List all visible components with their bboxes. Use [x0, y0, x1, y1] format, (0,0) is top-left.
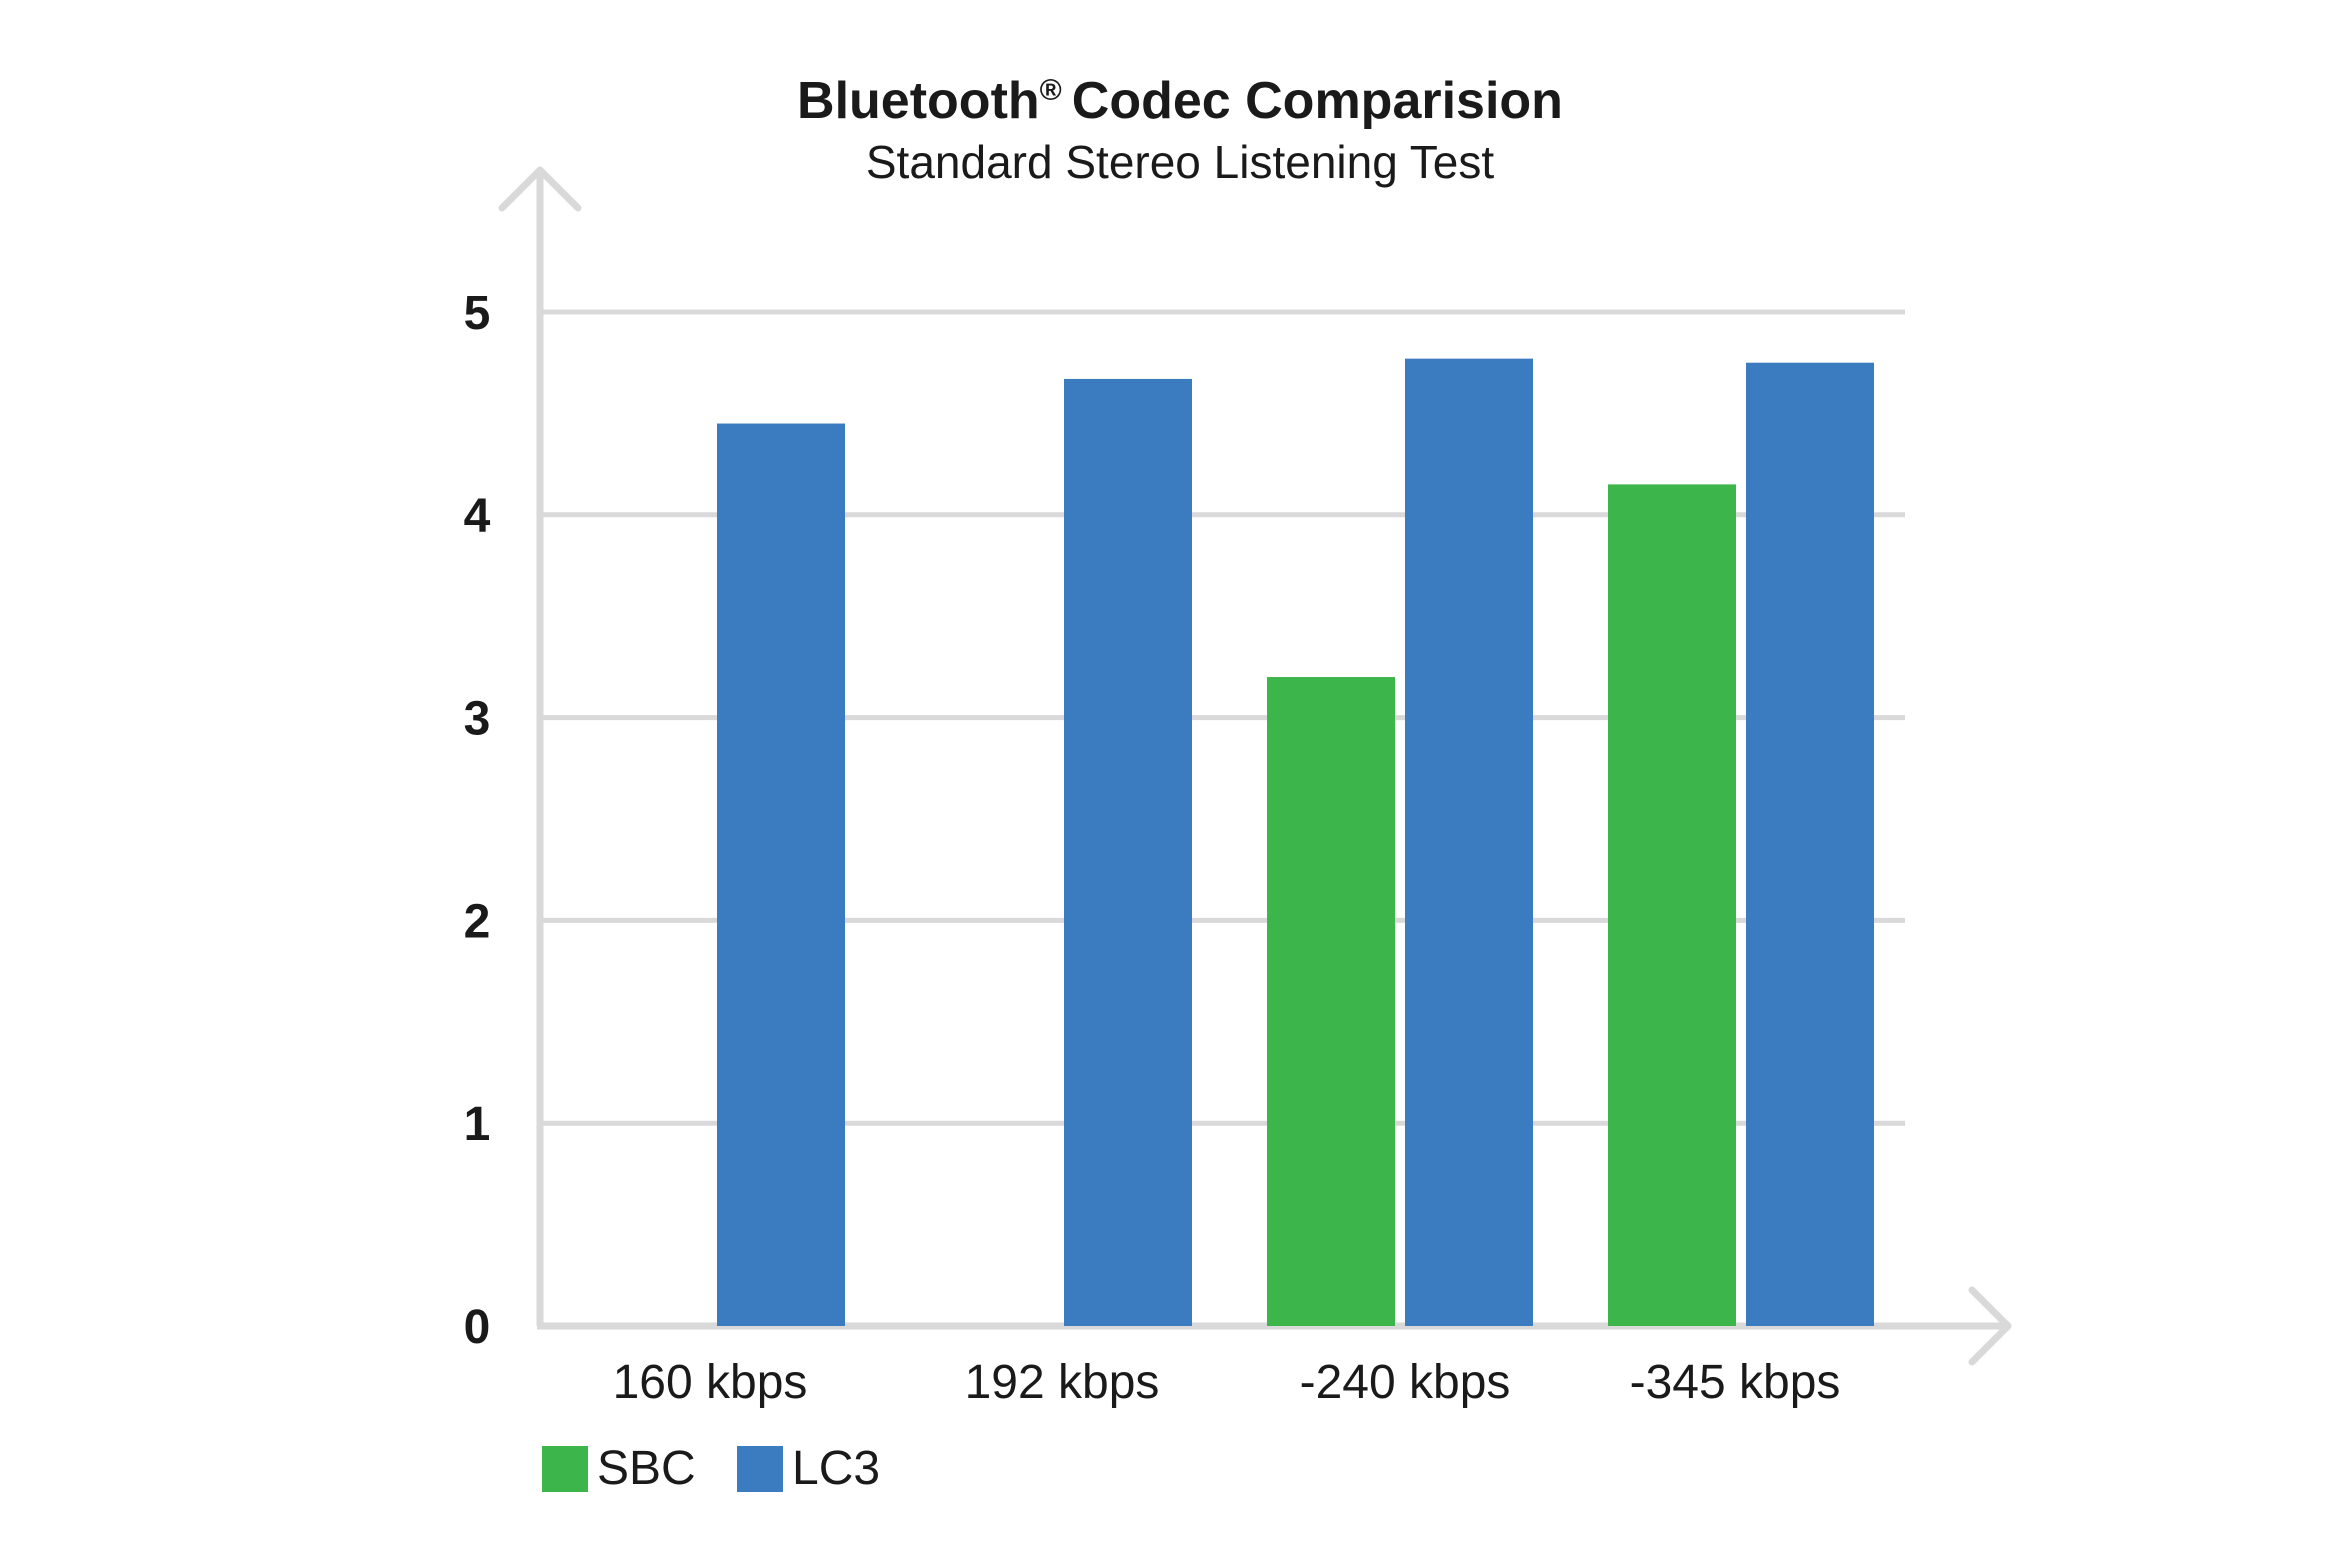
x-tick-labels: 160 kbps 192 kbps -240 kbps -345 kbps	[613, 1356, 1841, 1409]
bar-lc3-0	[717, 423, 845, 1326]
x-tick-label: -345 kbps	[1630, 1356, 1841, 1409]
bar-lc3-3	[1746, 362, 1874, 1326]
y-axis-arrow-icon	[498, 166, 582, 212]
registered-mark: ®	[1040, 74, 1062, 107]
legend-label-sbc: SBC	[597, 1442, 696, 1495]
y-tick-label: 4	[464, 490, 491, 543]
x-axis-arrow-icon	[1968, 1286, 2012, 1366]
x-tick-label: 192 kbps	[965, 1356, 1160, 1409]
legend-label-lc3: LC3	[792, 1442, 880, 1495]
y-tick-labels: 0 1 2 3 4 5	[464, 287, 491, 1354]
bar-sbc-3	[1608, 484, 1736, 1326]
legend-swatch-sbc	[542, 1446, 588, 1492]
chart-title-main: Bluetooth	[797, 72, 1040, 130]
y-tick-label: 5	[464, 287, 491, 340]
y-tick-label: 2	[464, 895, 491, 948]
bar-lc3-1	[1064, 378, 1192, 1326]
y-tick-label: 0	[464, 1301, 491, 1354]
bars	[717, 358, 1874, 1326]
chart-title-rest: Codec Comparision	[1072, 72, 1563, 130]
legend-swatch-lc3	[737, 1446, 783, 1492]
bar-lc3-2	[1405, 358, 1533, 1326]
y-axis	[498, 166, 582, 1326]
chart-subtitle: Standard Stereo Listening Test	[866, 136, 1494, 188]
x-tick-label: 160 kbps	[613, 1356, 808, 1409]
bar-sbc-2	[1267, 677, 1395, 1326]
y-tick-label: 3	[464, 693, 491, 746]
y-tick-label: 1	[464, 1098, 491, 1151]
x-tick-label: -240 kbps	[1300, 1356, 1511, 1409]
legend: SBC LC3	[542, 1442, 880, 1495]
chart-title: Bluetooth® Codec Comparision	[797, 72, 1563, 130]
